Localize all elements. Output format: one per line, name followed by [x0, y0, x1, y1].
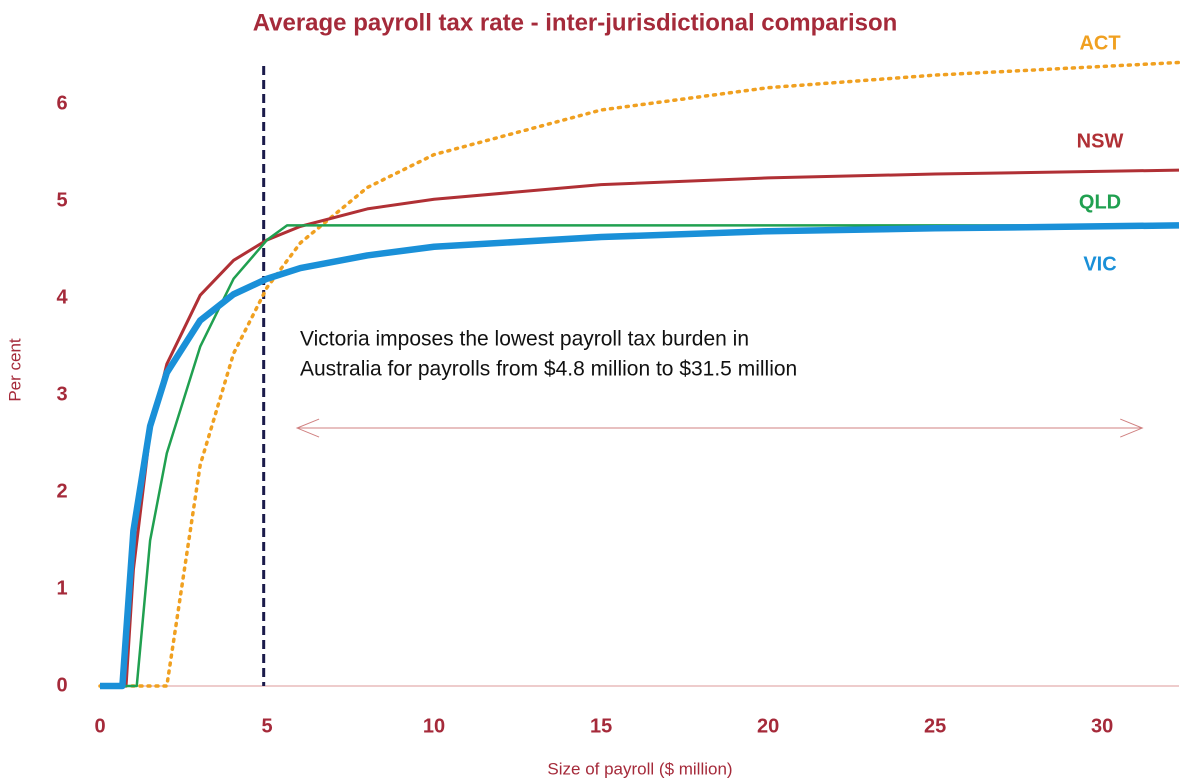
arrow-head	[295, 418, 320, 438]
annotation: Australia for payrolls from $4.8 million…	[300, 358, 797, 381]
series-line	[100, 224, 1179, 688]
x-tick-label: 15	[590, 715, 612, 737]
y-tick-label: 3	[56, 383, 67, 405]
x-tick-label: 10	[423, 715, 445, 737]
y-tick-label: 1	[56, 577, 67, 599]
arrow-head	[1120, 418, 1144, 438]
y-tick-label: 5	[56, 189, 67, 211]
series-line	[100, 222, 1180, 690]
y-tick-label: 4	[56, 286, 68, 308]
chart-title: Average payroll tax rate - inter-jurisdi…	[253, 9, 898, 36]
x-tick-label: 5	[261, 715, 272, 737]
series-label: VIC	[1083, 253, 1116, 275]
x-axis-label: Size of payroll ($ million)	[547, 759, 732, 778]
annotation: Victoria imposes the lowest payroll tax …	[300, 328, 749, 351]
series-line	[98, 60, 1180, 688]
y-tick-label: 6	[56, 92, 67, 114]
x-tick-label: 20	[757, 715, 779, 737]
x-tick-label: 0	[94, 715, 105, 737]
series-label: NSW	[1077, 130, 1124, 152]
y-tick-label: 0	[56, 674, 67, 696]
y-tick-label: 2	[56, 480, 67, 502]
x-tick-label: 30	[1091, 715, 1113, 737]
series-label: QLD	[1079, 191, 1121, 213]
x-tick-label: 25	[924, 715, 946, 737]
y-axis-label: Per cent	[5, 338, 24, 402]
series-label: ACT	[1079, 32, 1120, 54]
